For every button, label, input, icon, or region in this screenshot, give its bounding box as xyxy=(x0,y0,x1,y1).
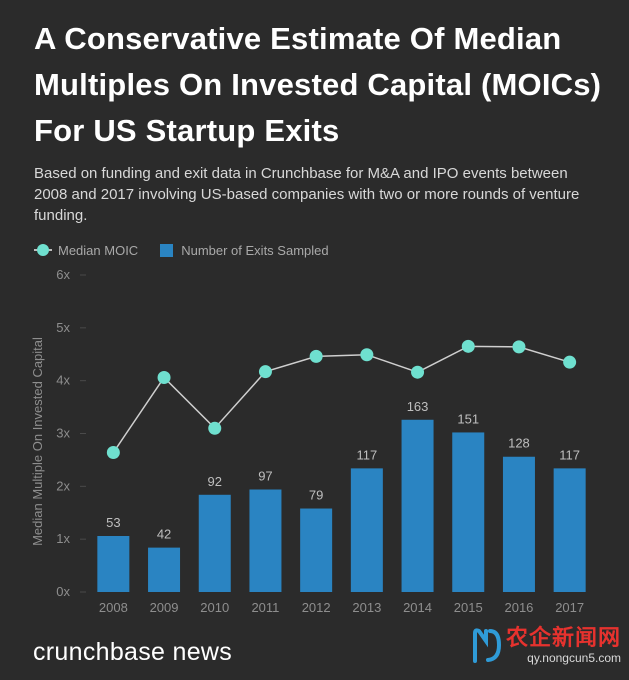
bar-2011 xyxy=(249,489,282,592)
x-tick-label: 2013 xyxy=(352,600,381,615)
y-tick-label: 1x xyxy=(56,531,70,546)
bar-2008 xyxy=(97,535,130,592)
y-tick-label: 6x xyxy=(56,267,70,282)
bar-2009 xyxy=(148,547,181,592)
bar-count-label: 92 xyxy=(208,474,222,489)
median-moic-point-2012 xyxy=(309,349,323,363)
bar-count-label: 42 xyxy=(157,527,171,542)
watermark-name: 农企新闻网 xyxy=(505,625,621,650)
watermark-logo-icon xyxy=(472,628,501,663)
bar-count-label: 97 xyxy=(258,469,272,484)
x-tick-label: 2011 xyxy=(251,600,279,615)
watermark-url: qy.nongcun5.com xyxy=(527,651,621,665)
legend-item-median-moic: Median MOIC xyxy=(34,243,138,258)
bar-count-label: 151 xyxy=(457,411,479,426)
median-moic-point-2009 xyxy=(157,370,171,384)
y-tick-label: 2x xyxy=(56,478,70,493)
median-moic-point-2014 xyxy=(411,365,425,379)
x-tick-label: 2008 xyxy=(99,600,128,615)
bar-2015 xyxy=(452,432,485,592)
bar-count-label: 53 xyxy=(106,515,120,530)
median-moic-point-2015 xyxy=(461,339,475,353)
median-moic-line xyxy=(112,345,570,453)
y-tick-label: 0x xyxy=(56,584,70,599)
bar-2014 xyxy=(401,419,434,592)
median-moic-point-2008 xyxy=(106,446,120,460)
legend-bar-marker-icon xyxy=(160,243,174,257)
y-axis-label: Median Multiple On Invested Capital xyxy=(30,337,45,546)
x-tick-label: 2014 xyxy=(403,600,432,615)
bar-count-label: 117 xyxy=(559,447,580,462)
bar-2016 xyxy=(502,456,535,592)
median-moic-point-2013 xyxy=(360,348,374,362)
bar-count-label: 117 xyxy=(356,447,377,462)
median-moic-point-2017 xyxy=(563,355,577,369)
median-moic-point-2011 xyxy=(258,365,272,379)
median-moic-point-2010 xyxy=(208,421,222,435)
watermark: 农企新闻网 qy.nongcun5.com xyxy=(472,625,621,665)
bar-2010 xyxy=(198,494,231,592)
x-tick-label: 2010 xyxy=(200,600,229,615)
y-tick-label: 4x xyxy=(56,373,70,388)
chart-subtitle: Based on funding and exit data in Crunch… xyxy=(34,165,580,224)
x-tick-label: 2015 xyxy=(454,600,483,615)
x-tick-label: 2012 xyxy=(302,600,331,615)
x-tick-label: 2016 xyxy=(504,600,533,615)
legend-item-exits: Number of Exits Sampled xyxy=(160,242,329,258)
brand-logo: crunchbase news xyxy=(33,638,233,666)
bar-count-label: 79 xyxy=(309,488,323,503)
x-tick-label: 2009 xyxy=(150,600,179,615)
y-tick-label: 5x xyxy=(56,320,70,335)
x-tick-label: 2017 xyxy=(555,600,584,615)
y-tick-label: 3x xyxy=(56,426,70,441)
median-moic-point-2016 xyxy=(512,340,526,354)
legend: Median MOIC Number of Exits Sampled xyxy=(34,240,351,260)
bar-2012 xyxy=(300,508,333,592)
bar-2013 xyxy=(350,468,383,592)
bar-count-label: 128 xyxy=(508,436,530,451)
legend-label-exits: Number of Exits Sampled xyxy=(181,242,329,258)
bar-2017 xyxy=(553,468,586,592)
bar-count-label: 163 xyxy=(407,399,429,414)
legend-label-median-moic: Median MOIC xyxy=(58,242,139,258)
legend-line-marker-icon xyxy=(34,244,52,256)
chart-title: A Conservative Estimate Of Median Multip… xyxy=(34,21,602,148)
